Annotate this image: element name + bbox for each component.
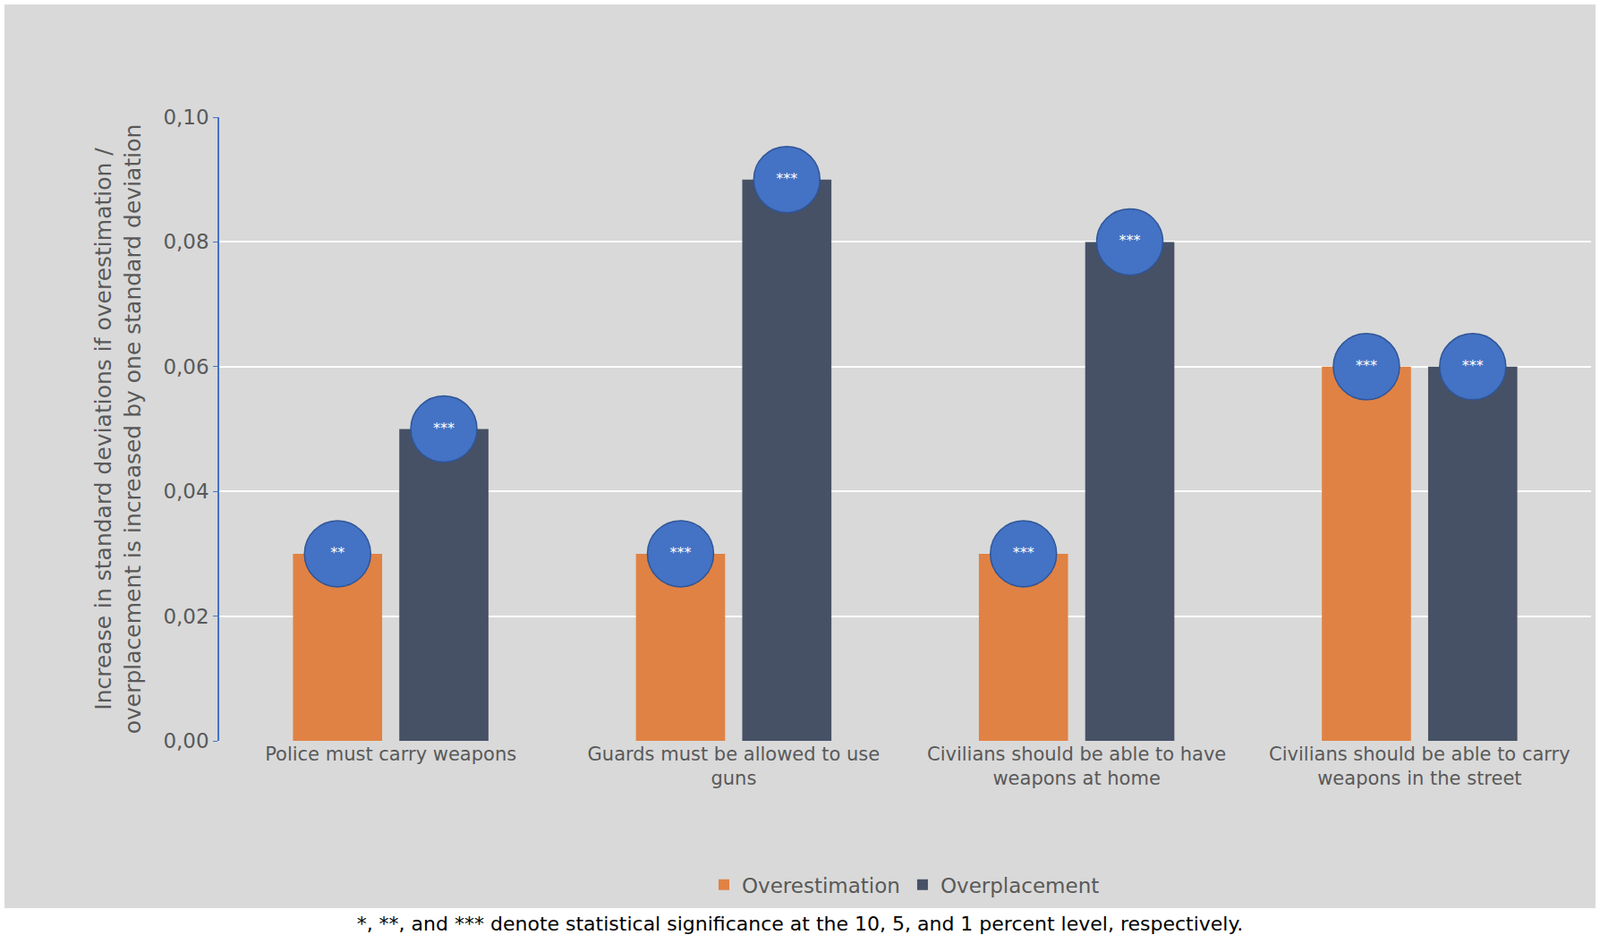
svg-text:Overplacement: Overplacement (940, 874, 1099, 898)
svg-text:Increase in standard deviation: Increase in standard deviations if overe… (90, 124, 146, 735)
svg-text:***: *** (669, 544, 691, 562)
svg-text:**: ** (330, 544, 345, 562)
svg-text:Guards must be allowed to useg: Guards must be allowed to useguns (587, 743, 881, 790)
svg-text:Civilians should be able to ha: Civilians should be able to haveweapons … (927, 743, 1226, 790)
svg-text:0,08: 0,08 (162, 229, 209, 254)
svg-text:***: *** (433, 419, 455, 437)
svg-text:0,02: 0,02 (162, 604, 209, 629)
svg-text:***: *** (1012, 544, 1035, 562)
svg-text:0,06: 0,06 (162, 355, 209, 379)
svg-text:Civilians should be able to ca: Civilians should be able to carryweapons… (1268, 743, 1571, 790)
svg-text:***: *** (1355, 357, 1378, 375)
svg-text:***: *** (775, 170, 798, 188)
svg-text:0,00: 0,00 (162, 729, 209, 753)
svg-text:Overestimation: Overestimation (741, 874, 901, 898)
svg-text:Police must carry weapons: Police must carry weapons (264, 743, 517, 766)
svg-text:0,10: 0,10 (162, 105, 209, 129)
svg-text:***: *** (1119, 231, 1141, 249)
svg-text:***: *** (1462, 357, 1484, 375)
html-text:*, **, and *** denote statisti: *, **, and *** denote statistical signif… (356, 912, 1244, 936)
svg-text:0,04: 0,04 (162, 479, 209, 503)
